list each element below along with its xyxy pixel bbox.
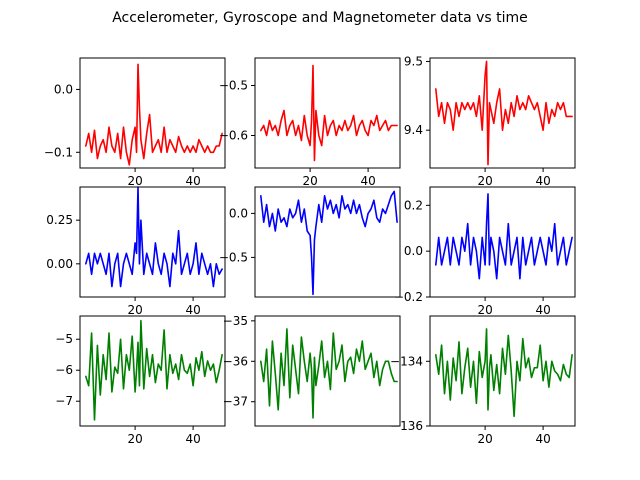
y-tick-label: −6	[55, 363, 73, 377]
subplot-2: 20 40 −0.5 −0.6	[219, 57, 401, 188]
axes-frame	[79, 315, 226, 427]
figure-title: Accelerometer, Gyroscope and Magnetomete…	[112, 10, 528, 26]
y-tick-label: 0.0	[54, 82, 73, 96]
y-tick-label: 0.25	[46, 213, 73, 227]
y-tick-label: −0.1	[44, 145, 73, 159]
axes-frame	[254, 57, 401, 169]
y-tick-label: 0.0	[229, 206, 248, 220]
subplot-9: 20 40 −134 −136	[390, 315, 576, 446]
x-tick-label: 20	[127, 303, 142, 317]
x-tick-label: 40	[185, 432, 200, 446]
y-tick-label: 0.0	[404, 244, 423, 258]
axes-frame	[429, 57, 576, 169]
y-tick-label: −134	[390, 354, 423, 368]
y-tick-label: −0.6	[219, 129, 248, 143]
axes-frame	[254, 186, 401, 298]
series-line	[259, 190, 398, 296]
axes-frame	[79, 186, 226, 298]
y-tick-label: 0.00	[46, 257, 73, 271]
x-tick-label: 40	[535, 174, 550, 188]
series-line	[259, 64, 398, 162]
series-line	[85, 186, 223, 288]
y-tick-label: −0.5	[219, 250, 248, 264]
y-tick-label: −37	[223, 395, 248, 409]
subplot-grid: 20 40 0.0 −0.1 20 40 −0.5 −0.6 20 40 9.5 9.4 20 40 0.2…	[44, 54, 576, 446]
axes-frame	[79, 57, 226, 169]
x-tick-label: 20	[302, 174, 317, 188]
x-tick-label: 20	[127, 432, 142, 446]
y-tick-label: 9.5	[404, 54, 423, 68]
y-tick-label: −0.2	[394, 290, 423, 304]
axes-frame	[429, 186, 576, 298]
y-tick-label: −35	[223, 314, 248, 328]
series-line	[434, 328, 573, 418]
x-tick-label: 20	[127, 174, 142, 188]
x-tick-label: 40	[360, 174, 375, 188]
subplot-8: −35 −36 −37	[223, 314, 401, 427]
series-line	[434, 60, 573, 166]
y-tick-label: −5	[55, 332, 73, 346]
series-line	[85, 63, 223, 166]
subplot-5: 0.0 −0.5	[219, 186, 401, 298]
axes-frame	[254, 315, 401, 427]
axes-frame	[429, 315, 576, 427]
subplot-3: 20 40 9.5 9.4	[404, 54, 576, 188]
subplot-4: 20 40 0.25 0.00	[46, 186, 226, 317]
x-tick-label: 20	[477, 432, 492, 446]
series-line	[434, 193, 573, 280]
series-line	[85, 319, 223, 421]
y-tick-label: −7	[55, 394, 73, 408]
y-tick-label: −36	[223, 354, 248, 368]
x-tick-label: 40	[535, 432, 550, 446]
series-line	[259, 328, 398, 419]
x-tick-label: 20	[477, 174, 492, 188]
x-tick-label: 40	[185, 174, 200, 188]
x-tick-label: 20	[477, 303, 492, 317]
x-tick-label: 40	[185, 303, 200, 317]
y-tick-label: 0.2	[404, 198, 423, 212]
y-tick-label: −0.5	[219, 79, 248, 93]
y-tick-label: 9.4	[404, 123, 423, 137]
y-tick-label: −136	[390, 419, 423, 433]
x-tick-label: 40	[535, 303, 550, 317]
subplot-1: 20 40 0.0 −0.1	[44, 57, 226, 188]
subplot-7: 20 40 −5 −6 −7	[55, 315, 226, 446]
subplot-6: 20 40 0.2 0.0 −0.2	[394, 186, 576, 317]
